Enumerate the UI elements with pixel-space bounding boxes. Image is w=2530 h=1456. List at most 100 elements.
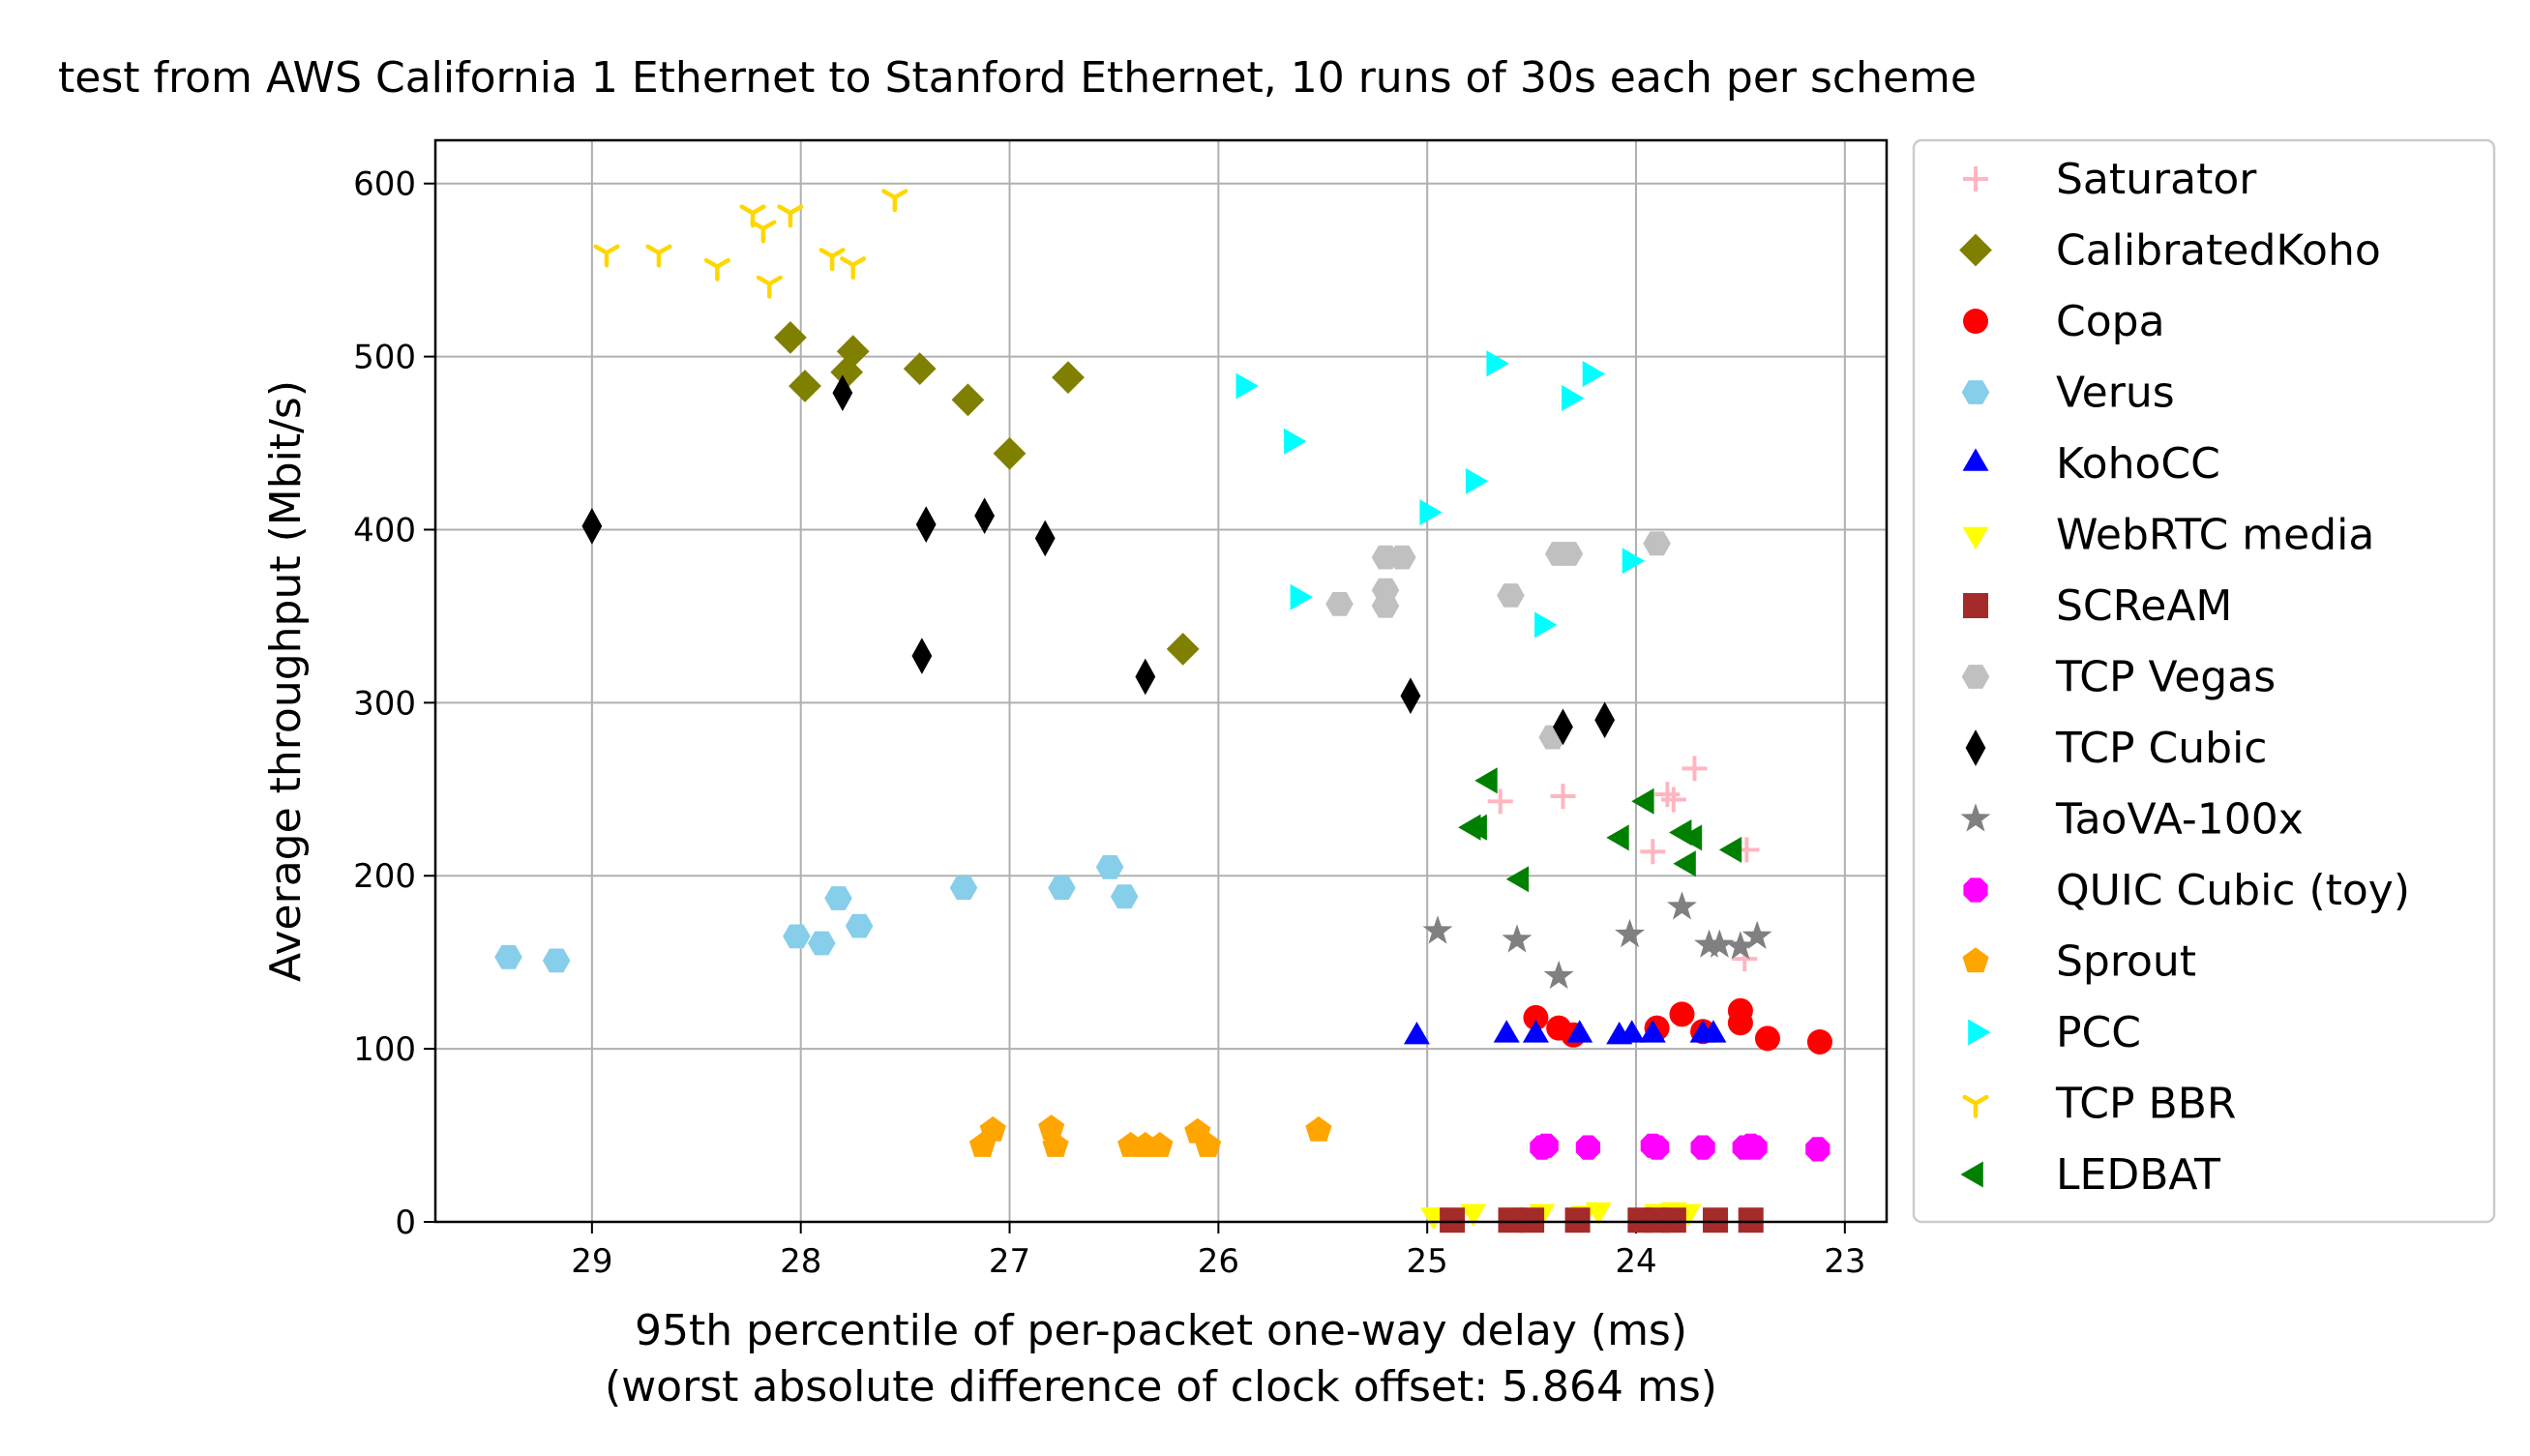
x-tick-label: 23 [1824,1242,1865,1281]
y-tick-label: 500 [353,339,416,377]
data-point [1553,708,1573,746]
data-point [1660,1207,1686,1233]
data-point [1519,1207,1545,1233]
legend-label: KohoCC [2056,439,2220,489]
data-point [1533,1133,1559,1158]
data-point [1095,854,1124,879]
data-point [703,257,730,282]
data-point [1388,545,1416,570]
data-point [581,508,603,545]
data-point [1575,1135,1600,1160]
data-point [1195,1132,1222,1157]
data-point [1440,1207,1466,1233]
data-point [1582,361,1606,387]
y-tick-label: 200 [353,857,416,896]
data-point [845,913,874,938]
data-point [1502,924,1533,953]
legend-marker [1965,729,1986,766]
data-point [1110,884,1139,909]
data-point [1474,767,1498,794]
legend-marker [1961,665,1990,689]
legend-marker [1962,448,1989,471]
data-point [1700,1020,1727,1043]
data-point [789,370,821,402]
data-point [840,256,867,281]
data-point [1371,593,1400,618]
data-point [1654,782,1681,808]
legend-label: TCP Vegas [2055,653,2276,702]
data-point [1505,866,1530,893]
y-tick-label: 400 [353,511,416,550]
data-points [494,189,1832,1233]
x-tick-label: 29 [571,1242,612,1281]
data-point [1742,1135,1768,1160]
data-point [1615,918,1645,948]
legend-label: Sprout [2056,937,2196,987]
legend-marker [1961,380,1990,404]
legend-label: LEDBAT [2056,1150,2220,1200]
axis-ticks: 29 28 27 26 25 24 23 0 100 200 300 400 500 600 [353,165,1865,1281]
data-point [1403,1022,1430,1045]
data-point [1667,891,1697,920]
data-point [1522,1020,1549,1043]
data-point [1487,788,1513,815]
legend-label: Copa [2056,297,2165,346]
data-point [1493,1020,1520,1043]
data-point [1594,701,1616,739]
x-tick-label: 25 [1407,1242,1448,1281]
data-point [1754,1025,1780,1052]
y-axis-label: Average throughput (Mbit/s) [261,380,311,982]
data-point [951,383,985,417]
y-tick-label: 300 [353,684,416,723]
y-tick-label: 0 [395,1203,416,1242]
legend-label: PCC [2056,1008,2141,1057]
data-point [819,248,846,272]
data-point [1034,520,1056,557]
data-point [1727,1010,1753,1036]
data-point [979,1115,1006,1142]
data-point [1640,839,1666,865]
data-point [1631,787,1654,815]
chart-title: test from AWS California 1 Ethernet to S… [58,53,1977,103]
data-point [1639,1020,1666,1043]
data-point [1555,542,1584,566]
data-point [949,876,978,901]
legend-marker [1968,1019,1991,1046]
legend-label: CalibratedKoho [2056,226,2381,276]
data-point [1690,1135,1715,1160]
data-point [542,948,571,973]
data-point [1805,1137,1831,1162]
grid-lines [435,140,1887,1223]
x-tick-label: 24 [1615,1242,1656,1281]
data-point [1305,1115,1332,1142]
data-point [1465,467,1489,494]
data-point [1550,783,1576,809]
data-point [881,189,908,213]
y-tick-label: 600 [353,165,416,204]
data-point [1543,960,1574,990]
data-point [1325,592,1354,616]
data-point [1523,1004,1549,1030]
data-point [1619,1020,1646,1043]
legend-marker [1963,877,1988,903]
legend-marker [1963,309,1988,334]
data-point [832,374,853,412]
legend-label: QUIC Cubic (toy) [2056,866,2410,915]
data-point [1679,824,1703,851]
data-point [783,924,811,949]
data-point [824,886,852,910]
legend-marker [1963,166,1988,192]
data-point [1741,920,1772,949]
data-point [1682,756,1708,782]
legend-label: Saturator [2056,155,2257,204]
data-point [494,944,522,969]
data-point [1660,787,1686,813]
legend-label: TaoVA-100x [2055,795,2304,845]
legend-marker [1963,593,1988,618]
x-tick-label: 26 [1198,1242,1239,1281]
x-axis-label-2: (worst absolute difference of clock offs… [605,1362,1717,1411]
data-point [1419,499,1443,526]
data-point [774,321,807,354]
data-point [750,220,777,244]
